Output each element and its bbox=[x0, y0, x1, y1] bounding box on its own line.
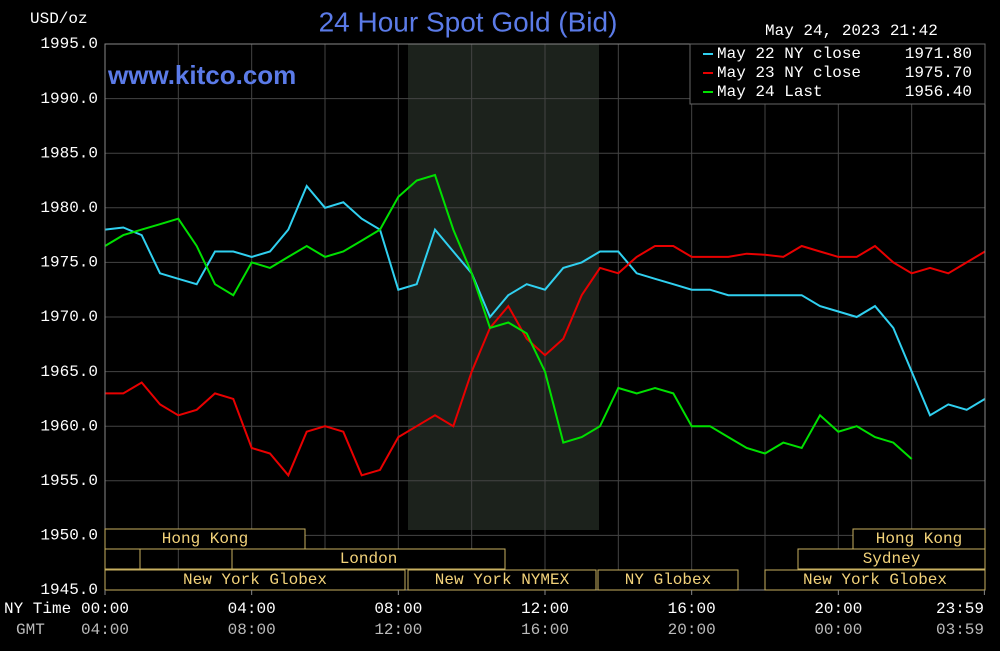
session-box bbox=[407, 569, 597, 591]
x-tick-label-gmt: 00:00 bbox=[814, 621, 862, 639]
session-box bbox=[231, 548, 506, 570]
x-tick-label-gmt: 12:00 bbox=[374, 621, 422, 639]
legend-value: 1956.40 bbox=[905, 83, 972, 101]
session-label: NY Globex bbox=[625, 571, 711, 589]
sessions: Hong Kong Hong Kong London Sydney New York G… bbox=[104, 528, 986, 591]
y-tick-label: 1945.0 bbox=[40, 581, 98, 599]
x-tick-label-gmt: 16:00 bbox=[521, 621, 569, 639]
x-tick-label: 00:00 bbox=[81, 600, 129, 618]
session-label: Sydney bbox=[863, 550, 921, 568]
chart-title: 24 Hour Spot Gold (Bid) bbox=[319, 6, 618, 37]
y-tick-label: 1980.0 bbox=[40, 199, 98, 217]
legend-box bbox=[689, 43, 986, 105]
x-tick-label-gmt: 20:00 bbox=[668, 621, 716, 639]
x-tick-label: 16:00 bbox=[668, 600, 716, 618]
price-line bbox=[105, 244, 986, 478]
session-box bbox=[797, 548, 986, 570]
legend-label: May 24 Last bbox=[717, 83, 823, 101]
x-tick-label-gmt: 03:59 bbox=[936, 621, 984, 639]
legend: May 22 NY close 1971.80 May 23 NY close 197… bbox=[703, 45, 972, 101]
legend-value: 1975.70 bbox=[905, 64, 972, 82]
session-box bbox=[104, 528, 306, 550]
session-label: London bbox=[340, 550, 398, 568]
session-box bbox=[764, 569, 986, 591]
session-label: New York Globex bbox=[803, 571, 947, 589]
y-tick-label: 1950.0 bbox=[40, 527, 98, 545]
y-tick-label: 1975.0 bbox=[40, 254, 98, 272]
legend-value: 1971.80 bbox=[905, 45, 972, 63]
session-label: New York NYMEX bbox=[435, 571, 570, 589]
x-tick-label: 08:00 bbox=[374, 600, 422, 618]
session-box bbox=[104, 569, 406, 591]
x-tick-label: 04:00 bbox=[228, 600, 276, 618]
session-label: Hong Kong bbox=[876, 530, 962, 548]
gmt-label: GMT bbox=[16, 621, 45, 639]
price-line bbox=[104, 184, 986, 417]
y-tick-label: 1990.0 bbox=[40, 90, 98, 108]
session-box bbox=[104, 548, 141, 570]
x-tick-label: 20:00 bbox=[814, 600, 862, 618]
unit-label: USD/oz bbox=[30, 10, 88, 28]
session-box bbox=[597, 569, 739, 591]
session-label: New York Globex bbox=[183, 571, 327, 589]
x-tick-label: 12:00 bbox=[521, 600, 569, 618]
x-tick-label-gmt: 08:00 bbox=[228, 621, 276, 639]
x-tick-label-gmt: 04:00 bbox=[81, 621, 129, 639]
legend-label: May 22 NY close bbox=[717, 45, 861, 63]
lines bbox=[104, 173, 986, 478]
y-tick-label: 1970.0 bbox=[40, 308, 98, 326]
x-tick-label: 23:59 bbox=[936, 600, 984, 618]
y-tick-label: 1955.0 bbox=[40, 472, 98, 490]
y-tick-label: 1995.0 bbox=[40, 35, 98, 53]
y-tick-label: 1985.0 bbox=[40, 144, 98, 162]
site-url: www.kitco.com bbox=[107, 60, 296, 90]
session-label: Hong Kong bbox=[162, 530, 248, 548]
ny-time-label: NY Time bbox=[4, 600, 71, 618]
nymex-shade bbox=[408, 44, 599, 530]
timestamp: May 24, 2023 21:42 bbox=[765, 22, 938, 40]
y-tick-label: 1965.0 bbox=[40, 363, 98, 381]
price-line bbox=[104, 173, 913, 460]
y-tick-label: 1960.0 bbox=[40, 417, 98, 435]
legend-label: May 23 NY close bbox=[717, 64, 861, 82]
